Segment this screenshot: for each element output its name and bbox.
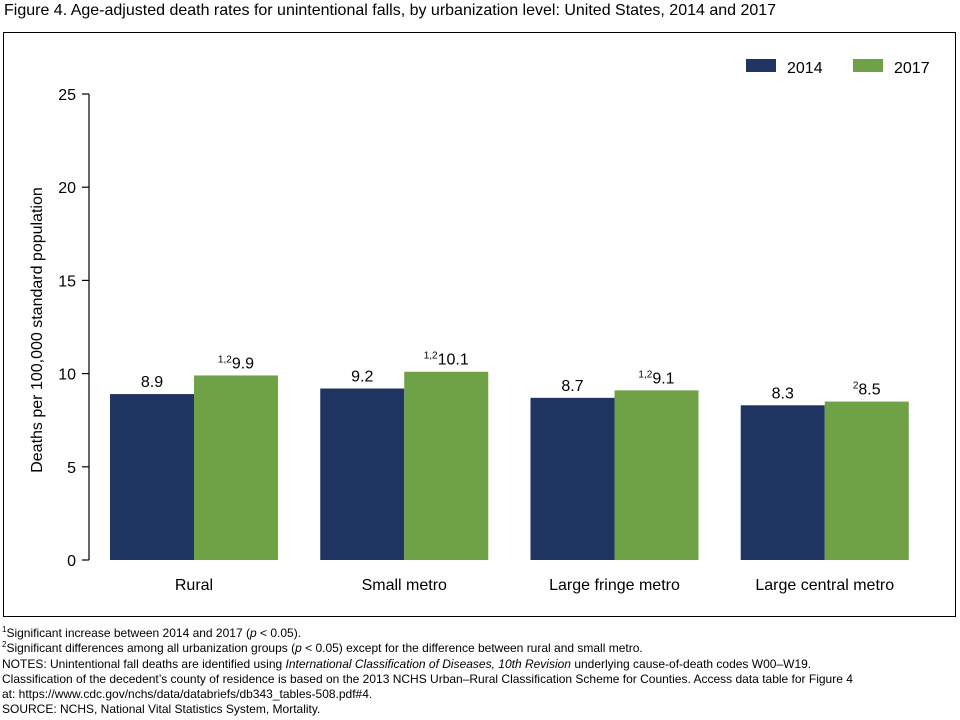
footnotes: 1Significant increase between 2014 and 2… xyxy=(2,626,957,718)
footnote-2: 2Significant differences among all urban… xyxy=(2,640,643,656)
bar-2017-small-metro xyxy=(404,371,489,560)
category-label: Large fringe metro xyxy=(549,577,680,594)
legend-label-2017: 2017 xyxy=(894,60,930,77)
figure-title: Figure 4. Age-adjusted death rates for u… xyxy=(4,2,777,19)
bar-2014-rural xyxy=(110,394,194,560)
notes-line-2: Classification of the decedent’s county … xyxy=(2,671,853,686)
category-label: Small metro xyxy=(362,577,447,594)
bar-2014-small-metro xyxy=(320,388,405,560)
legend-swatch-2017 xyxy=(853,59,883,72)
data-label: 8.7 xyxy=(561,378,583,395)
bar-2014-large-fringe-metro xyxy=(530,397,615,560)
footnote-1: 1Significant increase between 2014 and 2… xyxy=(2,625,302,641)
data-label: 8.9 xyxy=(141,374,163,391)
source-line: SOURCE: NCHS, National Vital Statistics … xyxy=(2,702,321,717)
notes-line-3: at: https://www.cdc.gov/nchs/data/databr… xyxy=(2,687,373,702)
data-label: 28.5 xyxy=(853,381,881,399)
y-tick-label: 10 xyxy=(58,367,76,384)
y-tick-label: 25 xyxy=(58,87,76,104)
data-label: 9.2 xyxy=(351,369,373,386)
y-tick-label: 20 xyxy=(58,180,76,197)
data-label: 1,210.1 xyxy=(424,351,469,369)
category-label: Large central metro xyxy=(755,577,894,594)
data-label: 1,29.1 xyxy=(638,369,674,387)
bar-2014-large-central-metro xyxy=(740,405,825,560)
data-label: 8.3 xyxy=(772,385,794,402)
bar-2017-large-central-metro xyxy=(824,401,909,560)
chart-frame xyxy=(3,32,956,617)
legend-swatch-2014 xyxy=(746,59,776,72)
y-axis-title: Deaths per 100,000 standard population xyxy=(29,187,46,473)
bar-2017-rural xyxy=(194,375,278,560)
legend-label-2014: 2014 xyxy=(787,60,823,77)
bar-2017-large-fringe-metro xyxy=(614,390,699,560)
notes-line-1: NOTES: Unintentional fall deaths are ide… xyxy=(2,656,812,671)
y-tick-label: 0 xyxy=(67,553,76,570)
y-tick-label: 15 xyxy=(58,273,76,290)
bar-chart: 0 5 10 15 20 25 Deaths per 100,000 standard po… xyxy=(29,59,930,594)
category-label: Rural xyxy=(175,577,213,594)
data-label: 1,29.9 xyxy=(218,354,254,372)
y-tick-label: 5 xyxy=(67,460,76,477)
